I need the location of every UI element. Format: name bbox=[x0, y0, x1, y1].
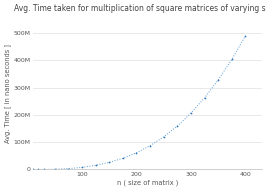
Y-axis label: Avg. Time [ in nano seconds ]: Avg. Time [ in nano seconds ] bbox=[4, 44, 11, 143]
Title: Avg. Time taken for multiplication of square matrices of varying sizes: Avg. Time taken for multiplication of sq… bbox=[14, 4, 266, 13]
X-axis label: n ( size of matrix ): n ( size of matrix ) bbox=[117, 179, 178, 186]
